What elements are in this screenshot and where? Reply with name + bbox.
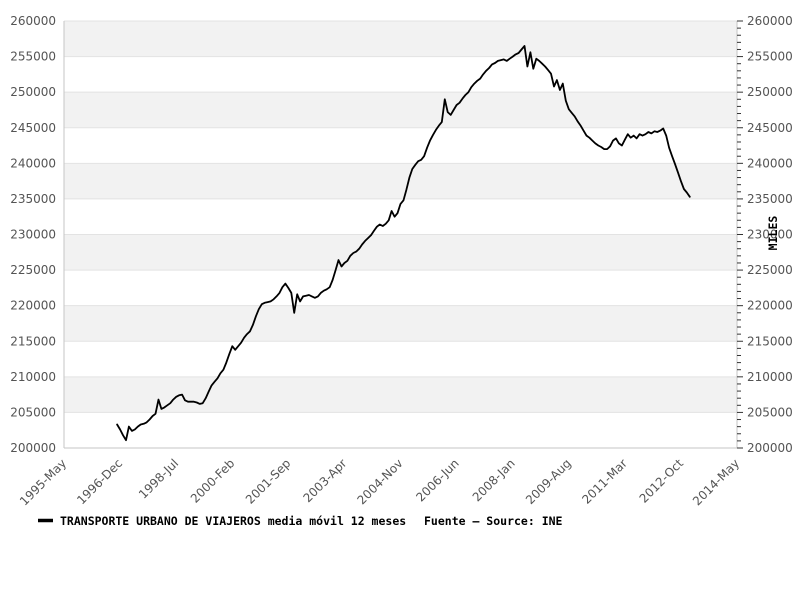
legend: TRANSPORTE URBANO DE VIAJEROS media móvi… <box>38 514 563 528</box>
svg-text:2011-Mar: 2011-Mar <box>579 456 630 507</box>
svg-text:220000: 220000 <box>747 299 793 313</box>
svg-text:240000: 240000 <box>747 156 793 170</box>
svg-text:250000: 250000 <box>10 85 56 99</box>
svg-text:245000: 245000 <box>10 121 56 135</box>
svg-text:225000: 225000 <box>10 263 56 277</box>
svg-text:2004-Nov: 2004-Nov <box>354 456 405 507</box>
svg-text:235000: 235000 <box>747 192 793 206</box>
svg-text:230000: 230000 <box>747 228 793 242</box>
svg-text:225000: 225000 <box>747 263 793 277</box>
svg-text:1995-May: 1995-May <box>17 456 69 508</box>
legend-series-label: TRANSPORTE URBANO DE VIAJEROS media móvi… <box>60 514 406 528</box>
y-axis-title-miles: MILES <box>766 216 780 251</box>
svg-text:1998-Jul: 1998-Jul <box>136 456 181 501</box>
svg-text:230000: 230000 <box>10 228 56 242</box>
svg-text:2001-Sep: 2001-Sep <box>243 456 294 507</box>
svg-text:255000: 255000 <box>747 50 793 64</box>
svg-text:215000: 215000 <box>747 334 793 348</box>
svg-text:215000: 215000 <box>10 334 56 348</box>
svg-text:250000: 250000 <box>747 85 793 99</box>
svg-text:205000: 205000 <box>747 405 793 419</box>
svg-text:1996-Dec: 1996-Dec <box>74 456 125 507</box>
svg-text:200000: 200000 <box>747 441 793 455</box>
svg-text:205000: 205000 <box>10 405 56 419</box>
x-axis-labels: 1995-May 1996-Dec 1998-Jul 2000-Feb 2001-Sep… <box>17 456 742 508</box>
svg-text:2012-Oct: 2012-Oct <box>637 456 687 506</box>
svg-text:200000: 200000 <box>10 441 56 455</box>
svg-text:240000: 240000 <box>10 156 56 170</box>
svg-text:245000: 245000 <box>747 121 793 135</box>
svg-text:210000: 210000 <box>747 370 793 384</box>
plot-bands <box>64 21 737 413</box>
svg-text:2014-May: 2014-May <box>690 456 742 508</box>
svg-text:2003-Apr: 2003-Apr <box>300 456 349 505</box>
svg-text:255000: 255000 <box>10 50 56 64</box>
data-series-line <box>116 45 691 442</box>
y-axis-labels-left: 200000 205000 210000 215000 220000 225000 2300… <box>10 14 56 455</box>
gridlines <box>64 20 737 449</box>
svg-text:220000: 220000 <box>10 299 56 313</box>
legend-source-label: Fuente – Source: INE <box>424 514 563 528</box>
svg-text:2006-Jun: 2006-Jun <box>413 456 461 504</box>
y-axis-tick-marks-right <box>737 20 743 449</box>
svg-text:260000: 260000 <box>747 14 793 28</box>
svg-text:2008-Jan: 2008-Jan <box>470 456 518 504</box>
svg-text:210000: 210000 <box>10 370 56 384</box>
svg-text:260000: 260000 <box>10 14 56 28</box>
y-axis-labels-right: 200000 205000 210000 215000 220000 225000 2300… <box>747 14 793 455</box>
svg-text:235000: 235000 <box>10 192 56 206</box>
svg-text:2000-Feb: 2000-Feb <box>188 456 238 506</box>
svg-text:2009-Aug: 2009-Aug <box>523 456 574 507</box>
